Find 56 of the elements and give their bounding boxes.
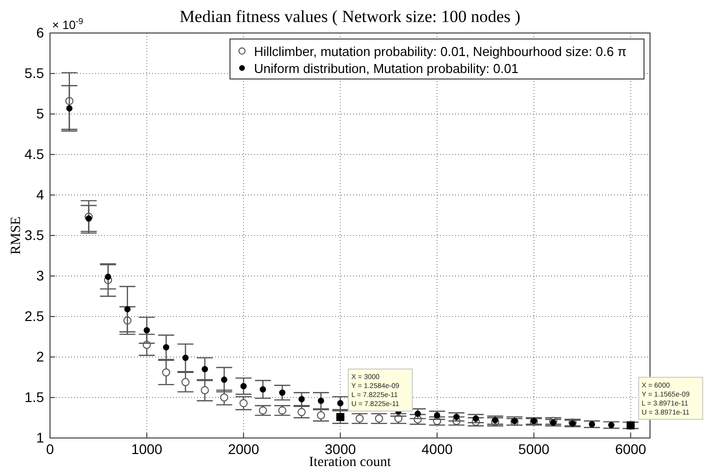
point: [258, 406, 267, 415]
x-tick-label: 2000: [228, 440, 260, 457]
x-tick-label: 5000: [518, 440, 550, 457]
x-tick-label: 3000: [324, 440, 356, 457]
y-tick-label: 4: [36, 186, 44, 202]
x-tick-label: 4000: [422, 440, 453, 457]
point: [298, 396, 305, 402]
legend-label: Hillclimber, mutation probability: 0.01, Neighbourhood size: 0.6 π: [254, 44, 626, 59]
y-tick-label: 1: [36, 429, 44, 446]
point: [144, 327, 150, 334]
point: [278, 406, 286, 415]
legend-label: Uniform distribution, Mutation probability: 0.01: [254, 61, 518, 76]
point: [374, 414, 384, 423]
chart-title: Median fitness values ( Network size: 100 nodes ): [180, 7, 520, 26]
point: [239, 399, 248, 408]
y-tick-label: 4.5: [24, 146, 44, 162]
point: [588, 421, 596, 428]
x-tick-label: 6000: [615, 440, 646, 457]
point: [202, 366, 208, 372]
point: [492, 417, 498, 424]
point: [279, 390, 286, 396]
y-tick-label: 3.5: [24, 226, 44, 243]
text: × 10$^{-9}$: [52, 16, 84, 32]
point: [453, 414, 460, 420]
y-tick-label: 5: [36, 105, 44, 122]
point: [162, 368, 170, 376]
point: [414, 410, 421, 417]
y-tick-label: 3: [36, 267, 44, 284]
point: [472, 415, 479, 422]
y-tick-label: 1.5: [24, 388, 44, 405]
point: [104, 274, 112, 280]
point: [221, 376, 228, 383]
point: [181, 378, 190, 386]
point: [356, 414, 364, 423]
point: [337, 400, 344, 406]
y-tick-label: 2: [36, 348, 44, 364]
y-tick-label: 2.5: [24, 308, 44, 324]
point: [260, 386, 266, 393]
point: [240, 383, 247, 390]
point: [434, 412, 440, 418]
point: [182, 354, 189, 361]
point: [86, 215, 92, 222]
y-tick-label: 6: [36, 24, 44, 40]
point: [200, 386, 209, 394]
point: [66, 105, 72, 112]
x-axis-title: Iteration count: [308, 455, 392, 468]
point: [162, 344, 170, 350]
point: [220, 393, 228, 402]
point: [318, 398, 324, 404]
x-tick-label: 1000: [131, 440, 163, 457]
x-tick-label: 0: [46, 440, 54, 457]
y-tick-label: 5.5: [24, 64, 44, 81]
point: [550, 419, 556, 426]
point: [124, 306, 131, 312]
y-axis-title: RMSE: [9, 216, 24, 255]
point: [608, 422, 614, 428]
